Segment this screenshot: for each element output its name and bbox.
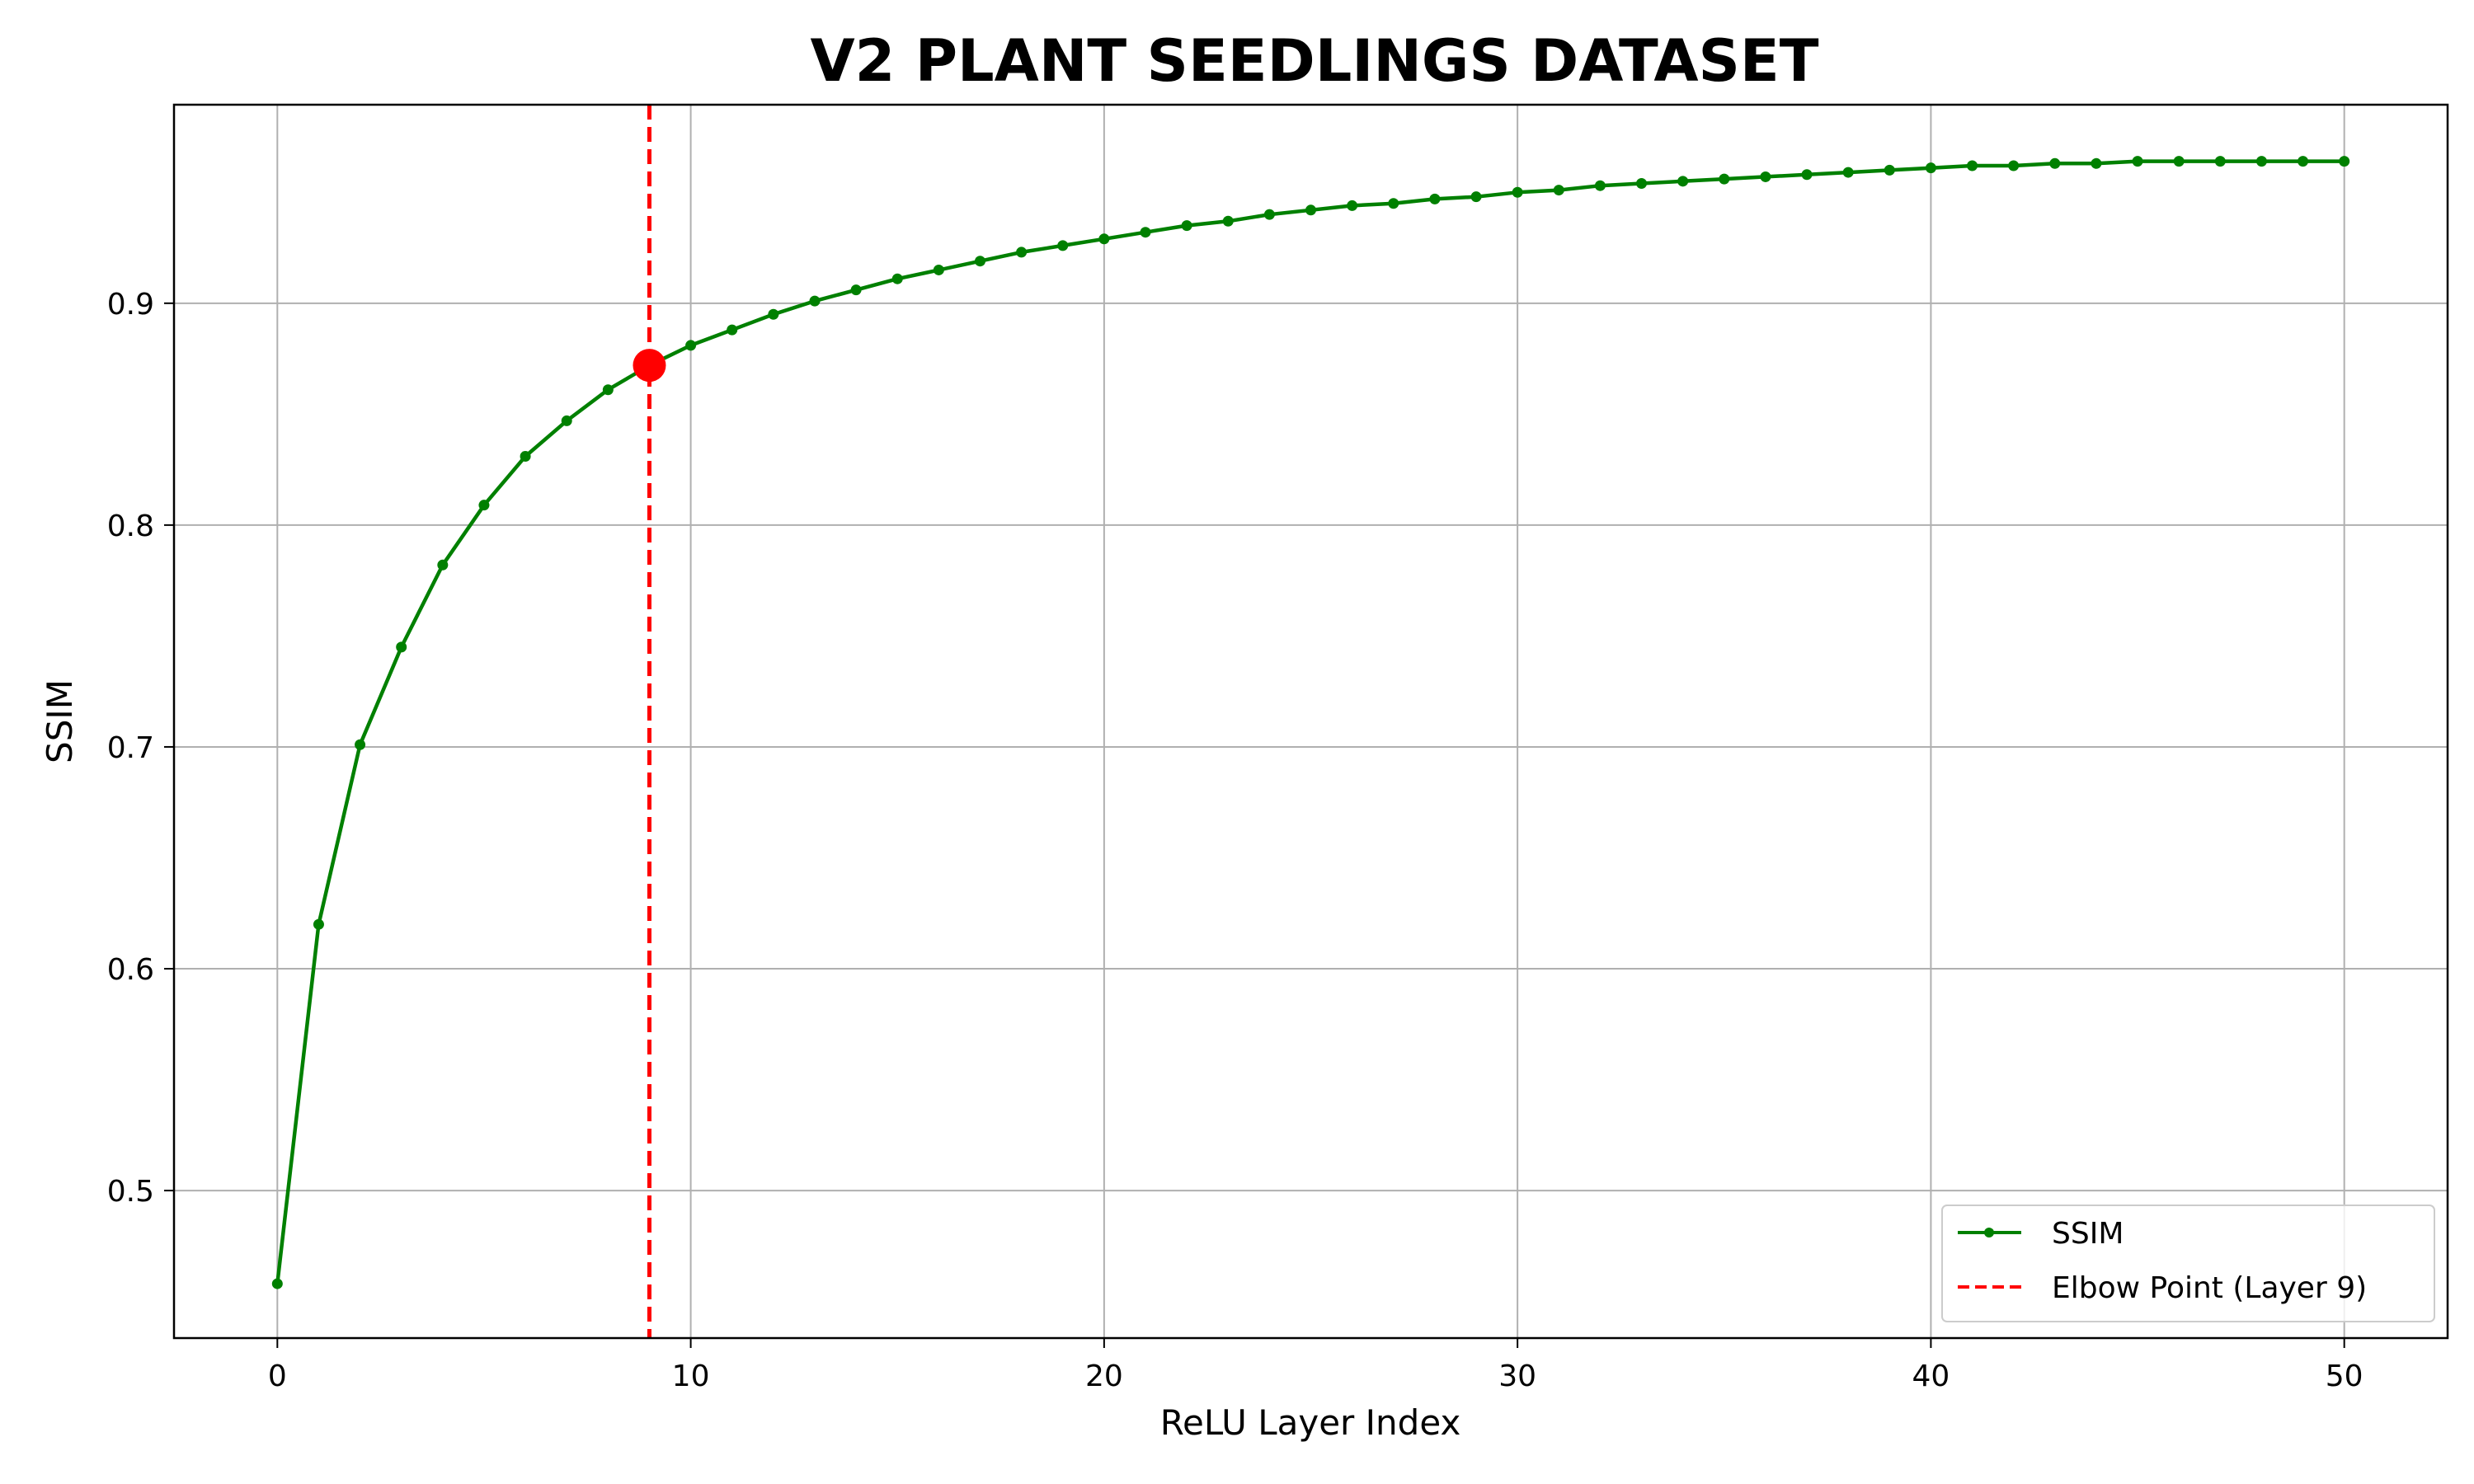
ssim-point	[685, 340, 696, 350]
legend-elbow-label: Elbow Point (Layer 9)	[2052, 1271, 2367, 1305]
ssim-point	[478, 500, 489, 510]
ssim-point	[1057, 240, 1068, 251]
ssim-point	[1471, 191, 1482, 202]
ssim-point	[1677, 176, 1688, 186]
ssim-point	[851, 284, 862, 295]
x-tick-label: 40	[1912, 1360, 1950, 1393]
ssim-point	[396, 641, 407, 652]
ssim-point	[1388, 198, 1399, 209]
ssim-point	[355, 740, 365, 750]
x-tick-label: 10	[672, 1360, 710, 1393]
ssim-point	[437, 560, 448, 571]
legend-ssim-label: SSIM	[2052, 1217, 2124, 1251]
ssim-point	[1429, 194, 1440, 204]
ssim-point	[1223, 216, 1234, 227]
ssim-point	[2008, 160, 2019, 171]
ssim-point	[2339, 156, 2349, 167]
y-axis-label: SSIM	[40, 679, 80, 763]
ssim-point	[2049, 158, 2060, 169]
elbow-point-marker	[633, 349, 666, 382]
x-tick-label: 50	[2326, 1360, 2363, 1393]
ssim-point	[1512, 187, 1523, 198]
ssim-point	[809, 296, 820, 307]
legend-ssim-marker	[1984, 1228, 1994, 1237]
ssim-point	[934, 265, 944, 275]
ssim-point	[1554, 185, 1564, 195]
ssim-point	[2256, 156, 2267, 167]
x-axis-label: ReLU Layer Index	[1160, 1402, 1461, 1443]
ssim-point	[1264, 209, 1275, 220]
ssim-point	[1843, 167, 1854, 178]
y-tick-label: 0.9	[107, 288, 154, 322]
y-tick-label: 0.7	[107, 731, 154, 765]
ssim-point	[975, 256, 985, 266]
y-tick-label: 0.6	[107, 953, 154, 987]
ssim-point	[1305, 204, 1316, 215]
ssim-point	[2133, 156, 2143, 167]
ssim-point	[313, 919, 324, 930]
ssim-point	[1926, 162, 1936, 173]
ssim-point	[892, 274, 903, 284]
ssim-point	[2215, 156, 2226, 167]
x-tick-label: 20	[1085, 1360, 1123, 1393]
ssim-point	[1347, 200, 1357, 211]
y-tick-label: 0.8	[107, 510, 154, 543]
ssim-point	[1182, 220, 1192, 231]
ssim-point	[1719, 174, 1729, 185]
ssim-point	[1595, 181, 1606, 191]
ssim-point	[1636, 178, 1647, 189]
ssim-point	[1802, 169, 1813, 180]
ssim-point	[603, 384, 614, 395]
x-tick-label: 0	[268, 1360, 287, 1393]
ssim-point	[2298, 156, 2308, 167]
ssim-point	[520, 451, 531, 462]
ssim-point	[1760, 171, 1771, 182]
ssim-point	[727, 325, 737, 336]
ssim-point	[768, 309, 778, 320]
ssim-point	[2091, 158, 2101, 169]
ssim-point	[1884, 165, 1895, 176]
ssim-point	[1140, 227, 1150, 237]
ssim-point	[1098, 233, 1109, 244]
legend: SSIM Elbow Point (Layer 9)	[1942, 1205, 2434, 1322]
ssim-point	[1967, 160, 1978, 171]
ssim-point	[2174, 156, 2185, 167]
ssim-point	[1016, 247, 1027, 257]
y-tick-label: 0.5	[107, 1175, 154, 1209]
chart-title: V2 PLANT SEEDLINGS DATASET	[811, 27, 1819, 95]
x-tick-label: 30	[1498, 1360, 1536, 1393]
ssim-point	[272, 1279, 283, 1289]
ssim-point	[562, 416, 572, 426]
